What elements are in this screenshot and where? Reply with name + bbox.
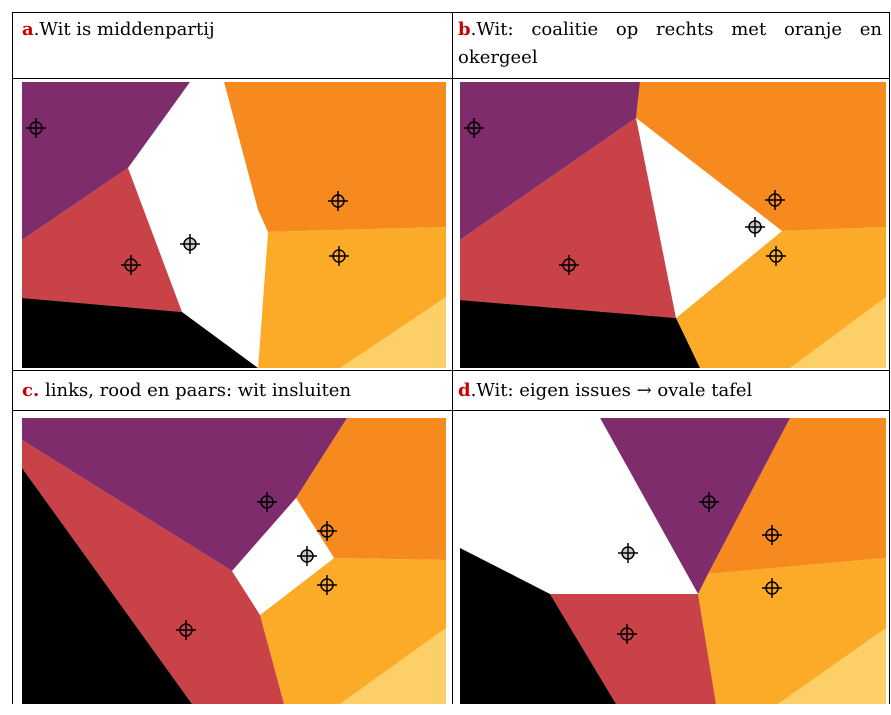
region-yellow <box>698 558 886 704</box>
region-orange <box>224 82 446 232</box>
panel-d-title-text: .Wit: eigen issues → ovale tafel <box>470 380 753 401</box>
region-white <box>636 118 782 318</box>
target-marker-red <box>617 624 637 644</box>
region-purple <box>600 418 790 594</box>
panel-b-diagram <box>460 82 886 368</box>
target-marker-white <box>618 543 638 563</box>
target-marker-yellow <box>766 246 786 266</box>
region-white <box>460 418 698 594</box>
target-marker-red <box>121 255 141 275</box>
target-marker-red <box>176 620 196 640</box>
region-white <box>232 498 334 615</box>
table-row-divider-2 <box>12 370 890 371</box>
target-marker-white <box>745 217 765 237</box>
panel-c-diagram <box>22 418 446 704</box>
target-marker-red <box>559 255 579 275</box>
panel-c-letter: c. <box>22 380 40 401</box>
region-orange <box>636 82 886 231</box>
region-black <box>460 300 700 368</box>
region-yellow <box>260 558 446 704</box>
panel-a-diagram <box>22 82 446 368</box>
table-row-divider-3 <box>12 410 890 411</box>
target-marker-yellow <box>317 575 337 595</box>
region-red <box>22 440 284 704</box>
region-black <box>22 298 258 368</box>
region-red <box>22 168 182 312</box>
target-marker-purple <box>699 492 719 512</box>
panel-b-title-text: .Wit: coalitie op rechts met oranje en o… <box>458 19 882 68</box>
region-orange <box>296 418 446 560</box>
region-red <box>460 118 676 318</box>
target-marker-purple <box>257 492 277 512</box>
region-purple <box>460 82 640 240</box>
region-red <box>550 594 716 704</box>
panel-b-title: b.Wit: coalitie op rechts met oranje en … <box>458 16 882 72</box>
table-border-left <box>12 12 13 704</box>
target-marker-white <box>180 234 200 254</box>
region-yellow <box>258 227 446 368</box>
region-purple <box>22 418 347 571</box>
region-white <box>128 82 268 368</box>
target-marker-yellow <box>329 246 349 266</box>
target-marker-purple <box>26 118 46 138</box>
target-marker-orange <box>317 521 337 541</box>
panel-a-title: a.Wit is middenpartij <box>22 16 447 44</box>
region-black <box>460 548 616 704</box>
region-purple <box>22 82 190 240</box>
region-orange <box>708 418 886 574</box>
region-black <box>22 468 192 704</box>
target-marker-white <box>297 546 317 566</box>
region-yellow <box>676 227 886 368</box>
target-marker-yellow <box>762 578 782 598</box>
table-row-divider-1 <box>12 78 890 79</box>
panel-b-letter: b <box>458 19 471 40</box>
panel-c-title: c. links, rood en paars: wit insluiten <box>22 377 447 405</box>
panel-d-diagram <box>460 418 886 704</box>
target-marker-orange <box>328 191 348 211</box>
table-border-top <box>12 12 890 13</box>
target-marker-orange <box>762 525 782 545</box>
panel-c-title-text: links, rood en paars: wit insluiten <box>39 380 352 401</box>
panel-d-title: d.Wit: eigen issues → ovale tafel <box>458 377 882 405</box>
panel-a-title-text: .Wit is middenpartij <box>33 19 215 40</box>
table-border-middle <box>452 12 453 704</box>
panel-a-letter: a <box>22 19 34 40</box>
target-marker-purple <box>464 118 484 138</box>
table-border-right <box>889 12 890 704</box>
panel-d-letter: d <box>458 380 471 401</box>
target-marker-orange <box>765 190 785 210</box>
